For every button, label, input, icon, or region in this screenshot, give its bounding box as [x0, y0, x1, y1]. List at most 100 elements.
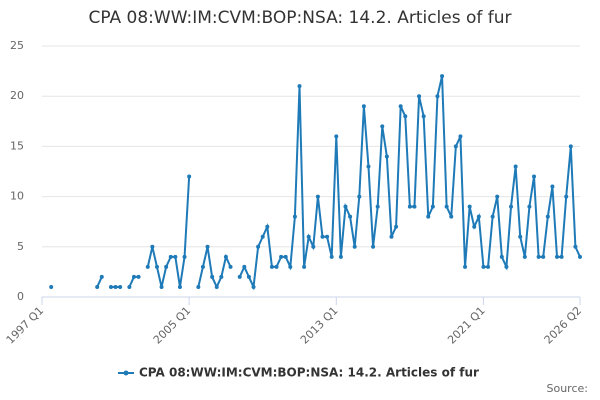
data-point — [159, 284, 164, 289]
data-point — [95, 284, 100, 289]
data-point — [306, 234, 311, 239]
data-point — [361, 104, 366, 109]
data-point — [288, 264, 293, 269]
data-point — [292, 214, 297, 219]
data-point — [251, 284, 256, 289]
data-point — [458, 134, 463, 139]
data-point — [518, 234, 523, 239]
data-point — [559, 254, 564, 259]
data-point — [440, 74, 445, 79]
data-point — [265, 224, 270, 229]
data-point — [127, 284, 132, 289]
data-point — [444, 204, 449, 209]
data-point — [352, 244, 357, 249]
data-point — [555, 254, 560, 259]
data-point — [481, 264, 486, 269]
data-point — [527, 204, 532, 209]
y-tick-label: 15 — [10, 139, 24, 152]
data-point — [545, 214, 550, 219]
data-point — [421, 114, 426, 119]
data-point — [417, 94, 422, 99]
y-tick-label: 20 — [10, 89, 24, 102]
data-point — [320, 234, 325, 239]
data-point — [476, 214, 481, 219]
data-point — [205, 244, 210, 249]
data-point — [398, 104, 403, 109]
data-point — [131, 274, 136, 279]
data-point — [118, 284, 123, 289]
data-point — [228, 264, 233, 269]
source-label: Source: — [547, 382, 589, 395]
data-point — [173, 254, 178, 259]
data-point — [99, 274, 104, 279]
data-point — [389, 234, 394, 239]
data-point — [283, 254, 288, 259]
data-point — [472, 224, 477, 229]
data-point — [136, 274, 141, 279]
data-point — [168, 254, 173, 259]
data-point — [504, 264, 509, 269]
data-point — [187, 174, 192, 179]
data-point — [269, 264, 274, 269]
data-point — [150, 244, 155, 249]
x-tick-label: 1997 Q1 — [4, 304, 47, 347]
data-point — [297, 84, 302, 89]
data-point — [113, 284, 118, 289]
data-point — [412, 204, 417, 209]
x-tick-label: 2013 Q1 — [298, 304, 341, 347]
data-point — [384, 154, 389, 159]
data-point — [279, 254, 284, 259]
data-point — [260, 234, 265, 239]
data-point — [223, 254, 228, 259]
data-point — [214, 284, 219, 289]
data-point — [302, 264, 307, 269]
data-point — [375, 204, 380, 209]
data-point — [568, 144, 573, 149]
legend-marker — [123, 370, 129, 376]
data-point — [348, 214, 353, 219]
y-tick-label: 10 — [10, 190, 24, 203]
data-point — [338, 254, 343, 259]
data-point — [256, 244, 261, 249]
data-point — [490, 214, 495, 219]
legend-label: CPA 08:WW:IM:CVM:BOP:NSA: 14.2. Articles… — [139, 366, 479, 380]
data-point — [453, 144, 458, 149]
data-point — [430, 204, 435, 209]
data-point — [578, 254, 582, 259]
data-point — [182, 254, 187, 259]
data-point — [463, 264, 468, 269]
data-point — [164, 264, 169, 269]
data-point — [177, 284, 182, 289]
data-point — [495, 194, 500, 199]
data-point — [550, 184, 555, 189]
chart-title: CPA 08:WW:IM:CVM:BOP:NSA: 14.2. Articles… — [88, 8, 511, 28]
data-point — [532, 174, 537, 179]
data-point — [49, 284, 54, 289]
data-point — [394, 224, 399, 229]
data-point — [315, 194, 320, 199]
data-point — [325, 234, 330, 239]
data-point — [573, 244, 578, 249]
y-tick-label: 5 — [17, 240, 24, 253]
legend-item: CPA 08:WW:IM:CVM:BOP:NSA: 14.2. Articles… — [118, 366, 479, 380]
data-point — [210, 274, 215, 279]
data-point — [366, 164, 371, 169]
x-tick-label: 2021 Q1 — [445, 304, 488, 347]
y-tick-label: 25 — [10, 39, 24, 52]
data-point — [200, 264, 205, 269]
data-point — [499, 254, 504, 259]
data-point — [564, 194, 569, 199]
data-point — [467, 204, 472, 209]
data-point — [108, 284, 113, 289]
x-tick-label: 2005 Q1 — [151, 304, 194, 347]
data-point — [246, 274, 251, 279]
data-point — [509, 204, 514, 209]
y-tick-label: 0 — [17, 290, 24, 303]
data-point — [145, 264, 150, 269]
data-point — [357, 194, 362, 199]
data-point — [513, 164, 518, 169]
data-point — [380, 124, 385, 129]
data-point — [311, 244, 316, 249]
data-point — [435, 94, 440, 99]
